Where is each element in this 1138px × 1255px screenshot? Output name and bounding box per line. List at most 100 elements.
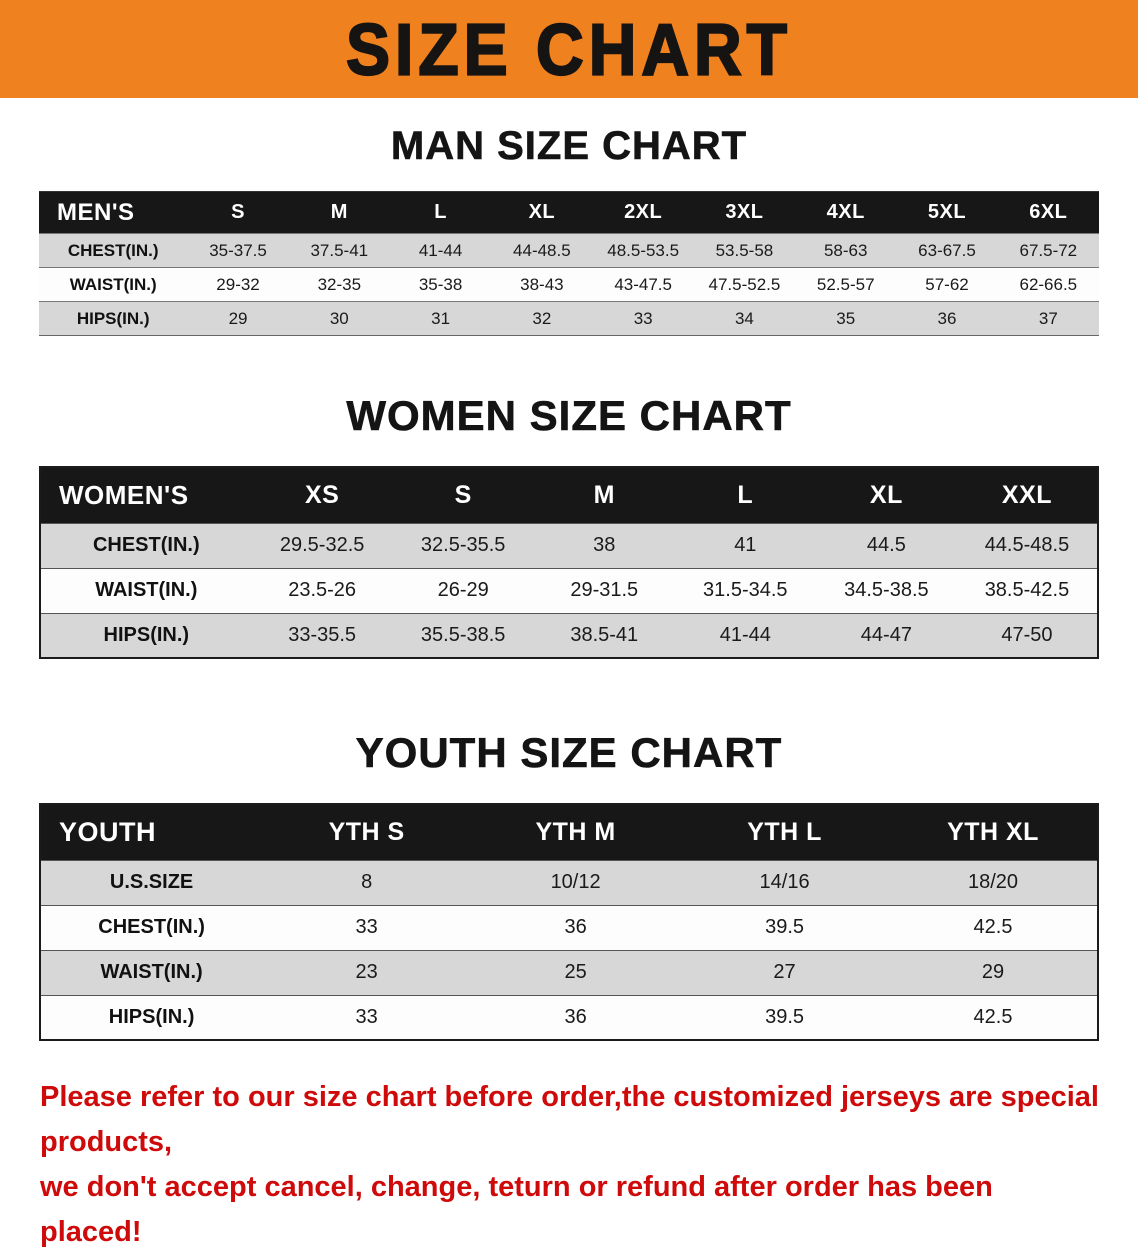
women-size-section: WOMEN SIZE CHART WOMEN'S XS S M L XL XXL CHEST(…: [0, 392, 1138, 659]
value-cell: 33: [355, 1005, 378, 1028]
value-cell: 35-37.5: [209, 240, 267, 260]
value-cell: 32-35: [317, 274, 362, 294]
size-header-cell: 5XL: [896, 191, 998, 234]
size-header-cell: S: [187, 191, 289, 234]
value-cell: 43-47.5: [614, 274, 672, 294]
table-header-row: YOUTH YTH S YTH M YTH L YTH XL: [40, 804, 1098, 860]
value-cell: 32.5-35.5: [420, 534, 506, 556]
value-cell: 27: [773, 961, 796, 983]
value-cell: 31: [431, 308, 451, 328]
value-cell: 23: [355, 961, 378, 983]
value-cell: 25: [564, 961, 587, 983]
youth-section-title: YOUTH SIZE CHART: [355, 729, 783, 777]
value-cell: 48.5-53.5: [607, 240, 680, 260]
value-cell: 31.5-34.5: [703, 579, 788, 601]
value-cell: 30: [329, 308, 349, 328]
banner: SIZE CHART: [0, 0, 1138, 98]
women-section-title: WOMEN SIZE CHART: [346, 392, 792, 440]
row-label-cell: HIPS(IN.): [76, 308, 150, 328]
table-title-cell: WOMEN'S: [40, 467, 252, 523]
value-cell: 53.5-58: [715, 240, 774, 260]
value-cell: 44-48.5: [513, 240, 571, 260]
men-size-section: MAN SIZE CHART MEN'S S M L XL 2XL 3XL 4XL 5XL 6XL…: [0, 124, 1138, 336]
row-label-cell: U.S.SIZE: [109, 871, 194, 893]
table-row: U.S.SIZE 8 10/12 14/16 18/20: [40, 860, 1098, 905]
table-row: CHEST(IN.) 35-37.5 37.5-41 41-44 44-48.5 48.5…: [39, 233, 1099, 268]
value-cell: 29-32: [216, 274, 260, 294]
banner-title: SIZE CHART: [345, 7, 792, 91]
value-cell: 47.5-52.5: [708, 274, 781, 294]
value-cell: 67.5-72: [1019, 240, 1078, 260]
value-cell: 18/20: [967, 871, 1019, 893]
men-size-table: MEN'S S M L XL 2XL 3XL 4XL 5XL 6XL CHEST(IN.) 35-37…: [39, 191, 1099, 336]
value-cell: 36: [937, 308, 957, 328]
value-cell: 42.5: [973, 916, 1013, 938]
row-label-cell: CHEST(IN.): [92, 534, 200, 556]
table-row: HIPS(IN.) 29 30 31 32 33 34 35 36 37: [39, 301, 1099, 336]
row-label-cell: HIPS(IN.): [103, 623, 190, 646]
value-cell: 35-38: [418, 274, 463, 294]
table-row: WAIST(IN.) 29-32 32-35 35-38 38-43 43-47.5 47.…: [39, 267, 1099, 302]
row-label-cell: HIPS(IN.): [108, 1005, 195, 1028]
value-cell: 10/12: [550, 871, 601, 893]
row-label-cell: WAIST(IN.): [69, 274, 157, 294]
size-header-cell: 3XL: [693, 191, 796, 234]
value-cell: 33-35.5: [288, 623, 357, 646]
value-cell: 37.5-41: [310, 240, 369, 260]
size-header-cell: M: [533, 467, 675, 523]
row-label-cell: CHEST(IN.): [98, 916, 205, 938]
size-header-cell: XXL: [956, 467, 1098, 523]
value-cell: 34.5-38.5: [844, 579, 929, 601]
value-cell: 35.5-38.5: [420, 623, 506, 646]
value-cell: 36: [564, 1005, 587, 1028]
value-cell: 44-47: [860, 623, 912, 646]
value-cell: 62-66.5: [1019, 274, 1078, 294]
size-header-cell: YTH S: [262, 804, 472, 860]
value-cell: 44.5-48.5: [984, 534, 1070, 556]
value-cell: 37: [1038, 308, 1058, 328]
value-cell: 35: [836, 308, 856, 328]
youth-size-section: YOUTH SIZE CHART YOUTH YTH S YTH M YTH L YTH…: [0, 729, 1138, 1041]
women-size-table: WOMEN'S XS S M L XL XXL CHEST(IN.) 29.5-32.5 32.5…: [39, 466, 1099, 659]
value-cell: 42.5: [973, 1005, 1013, 1028]
value-cell: 47-50: [1001, 623, 1053, 646]
size-header-cell: XL: [815, 467, 957, 523]
table-title-cell: MEN'S: [39, 191, 188, 234]
table-header-row: WOMEN'S XS S M L XL XXL: [40, 467, 1098, 523]
value-cell: 33: [355, 916, 378, 938]
value-cell: 29-31.5: [570, 579, 639, 601]
row-label-cell: WAIST(IN.): [100, 961, 203, 983]
value-cell: 32: [532, 308, 552, 328]
disclaimer-line-1: Please refer to our size chart before or…: [40, 1081, 1099, 1158]
size-header-cell: M: [288, 191, 390, 234]
value-cell: 29: [981, 961, 1005, 983]
value-cell: 52.5-57: [816, 274, 875, 294]
table-row: HIPS(IN.) 33 36 39.5 42.5: [40, 995, 1098, 1040]
table-row: WAIST(IN.) 23.5-26 26-29 29-31.5 31.5-34.5 34…: [40, 568, 1098, 613]
table-row: CHEST(IN.) 29.5-32.5 32.5-35.5 38 41 44.5 44.5…: [40, 523, 1098, 568]
value-cell: 38: [593, 534, 616, 556]
value-cell: 14/16: [759, 871, 810, 893]
size-header-cell: 4XL: [795, 191, 897, 234]
row-label-cell: CHEST(IN.): [67, 240, 159, 260]
value-cell: 41-44: [418, 240, 463, 260]
value-cell: 57-62: [925, 274, 969, 294]
size-header-cell: YTH M: [471, 804, 681, 860]
table-row: CHEST(IN.) 33 36 39.5 42.5: [40, 905, 1098, 950]
value-cell: 29.5-32.5: [279, 534, 365, 556]
value-cell: 44.5: [866, 534, 906, 556]
table-row: WAIST(IN.) 23 25 27 29: [40, 950, 1098, 995]
table-header-row: MEN'S S M L XL 2XL 3XL 4XL 5XL 6XL: [39, 191, 1099, 234]
size-header-cell: 2XL: [592, 191, 694, 234]
value-cell: 38.5-42.5: [984, 579, 1070, 601]
size-header-cell: XL: [491, 191, 593, 234]
size-header-cell: 6XL: [997, 191, 1099, 234]
size-header-cell: YTH L: [680, 804, 890, 860]
value-cell: 41-44: [719, 623, 771, 646]
disclaimer-line-2: we don't accept cancel, change, teturn o…: [40, 1170, 993, 1248]
value-cell: 8: [361, 871, 373, 893]
youth-size-table: YOUTH YTH S YTH M YTH L YTH XL U.S.SIZE 8 10/12…: [39, 803, 1099, 1041]
value-cell: 38-43: [520, 274, 564, 294]
men-section-title: MAN SIZE CHART: [390, 124, 748, 169]
disclaimer: Please refer to our size chart before or…: [40, 1075, 1100, 1255]
